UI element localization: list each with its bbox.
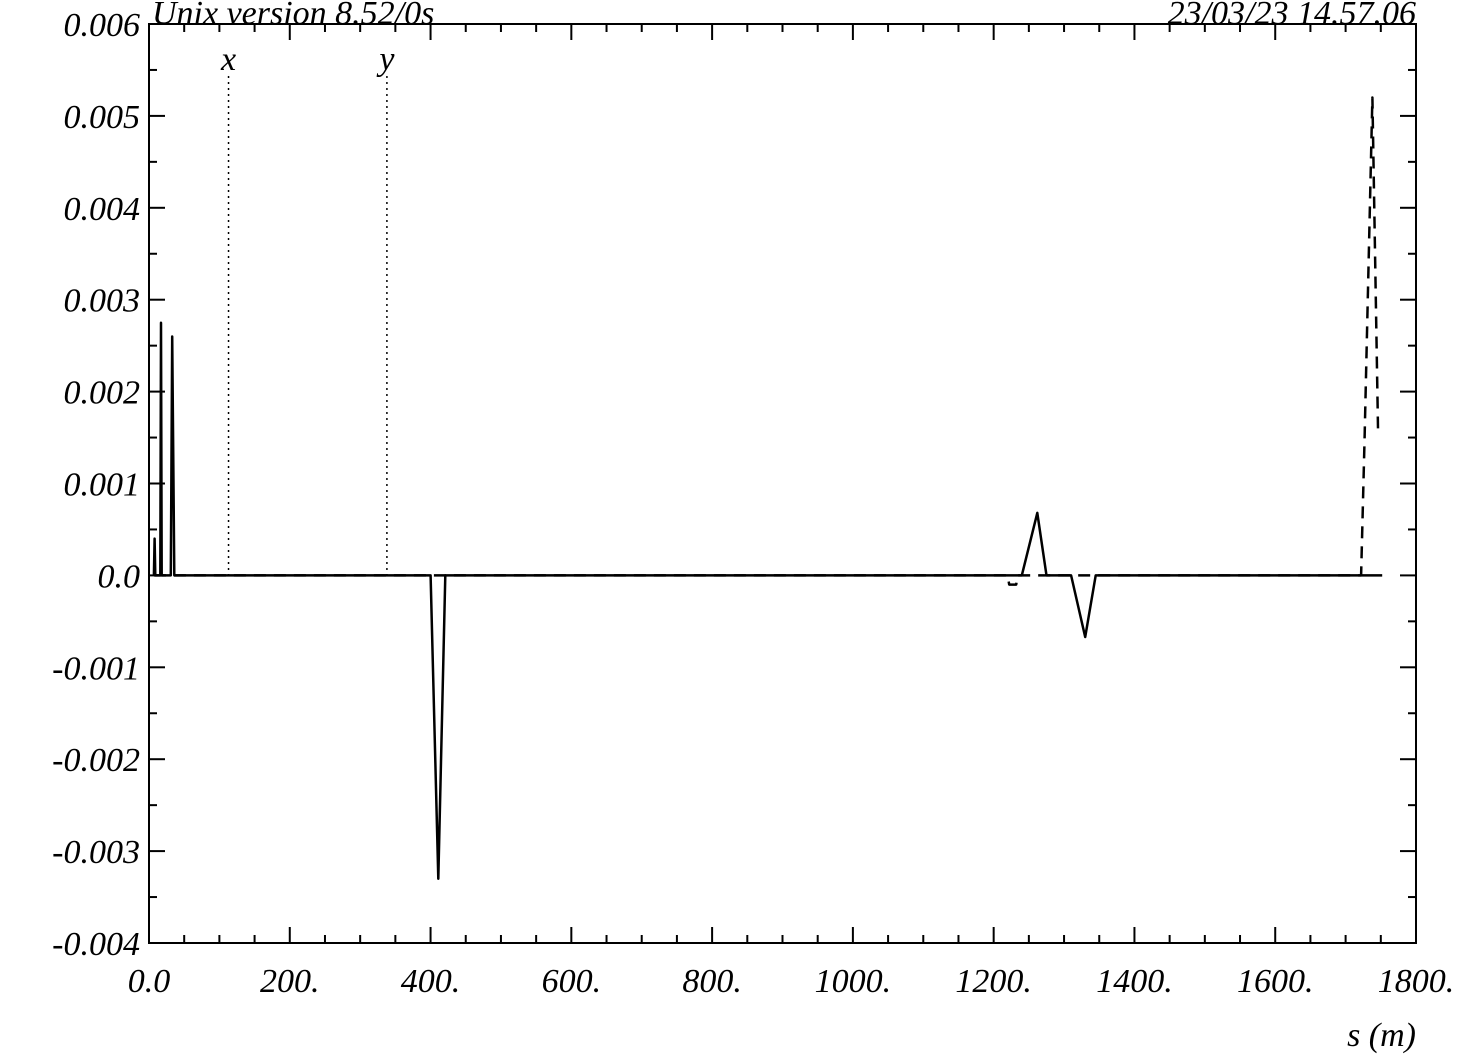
x-tick-label: 400. <box>401 963 461 1000</box>
x-tick-label: 1200. <box>955 963 1032 1000</box>
x-tick-label: 1400. <box>1096 963 1173 1000</box>
series-line-solid <box>152 321 1383 880</box>
marker-label-y: y <box>376 41 395 78</box>
y-axis: -0.004 -0.003 -0.002 -0.001 0.0 0.001 0.002 0.0… <box>52 7 1416 963</box>
y-tick-label: 0.006 <box>64 7 141 44</box>
x-axis-label: s (m) <box>1347 1017 1416 1054</box>
x-axis: 0.0 200. 400. 600. 800. 1000. 1200. 1400. 1600. 1… <box>128 24 1455 1000</box>
y-tick-label: 0.003 <box>64 283 141 320</box>
marker-label-x: x <box>220 41 236 78</box>
series-lines <box>152 96 1383 880</box>
x-tick-label: 800. <box>682 963 742 1000</box>
x-tick-label: 1000. <box>815 963 892 1000</box>
x-tick-label: 1800. <box>1378 963 1455 1000</box>
series-line-dashed <box>153 96 1380 586</box>
y-tick-label: -0.003 <box>52 834 140 871</box>
plot-border <box>148 23 1417 944</box>
header-version-text: Unix version 8.52/0s <box>152 0 434 32</box>
y-tick-label: -0.002 <box>52 742 140 779</box>
x-tick-label: 1600. <box>1237 963 1314 1000</box>
plot-frame <box>148 23 1417 944</box>
y-tick-label: -0.001 <box>52 650 140 687</box>
y-tick-label: 0.001 <box>64 467 141 504</box>
y-tick-label: 0.005 <box>64 99 141 136</box>
x-tick-label: 0.0 <box>128 963 171 1000</box>
y-tick-label: 0.004 <box>64 191 141 228</box>
y-tick-label: -0.004 <box>52 926 140 963</box>
y-tick-label: 0.0 <box>98 558 141 595</box>
y-tick-label: 0.002 <box>64 375 141 412</box>
header-timestamp-text: 23/03/23 14.57.06 <box>1168 0 1416 32</box>
x-tick-label: 200. <box>260 963 320 1000</box>
x-tick-label: 600. <box>542 963 602 1000</box>
